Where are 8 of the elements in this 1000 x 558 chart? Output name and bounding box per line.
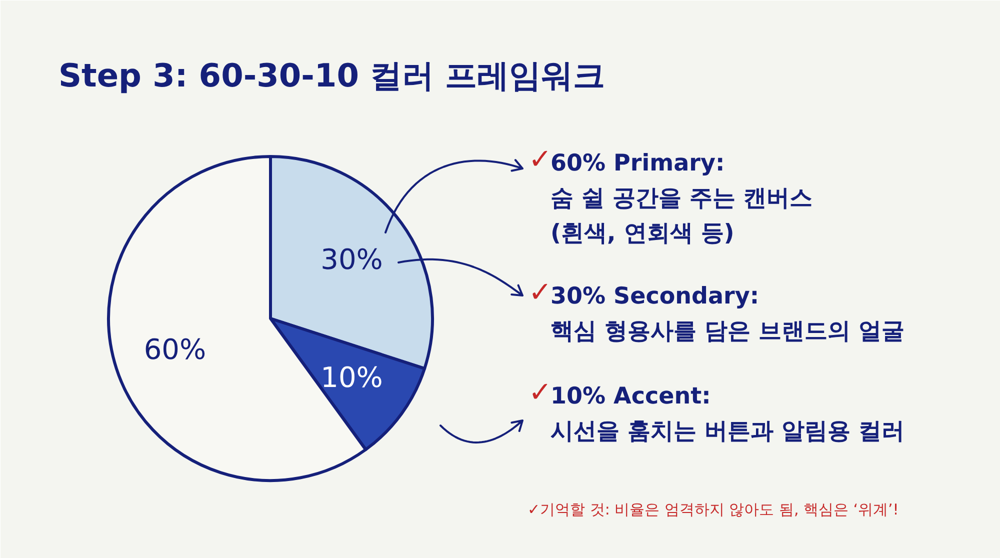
text: ✓10% Accent: 시선을 훔치는 버튼과 알림용 컬러	[528, 376, 905, 445]
data-label: 60%	[144, 333, 206, 366]
data-label: 10%	[320, 361, 383, 394]
text: ✓60% Primary: 숨 쉴 공간을 주는 캔버스 (흰색, 연회색 등)	[528, 142, 813, 247]
data-label: 30%	[320, 242, 383, 276]
text: ✓30% Secondary: 핵심 형용사를 담은 브랜드의 얼굴	[528, 276, 905, 345]
text: ✓기억할 것: 비율은 엄격하지 않아도 됨, 핵심은 ‘위계’!	[528, 500, 899, 518]
chart-title: Step 3: 60-30-10 컬러 프레임워크	[58, 56, 606, 94]
